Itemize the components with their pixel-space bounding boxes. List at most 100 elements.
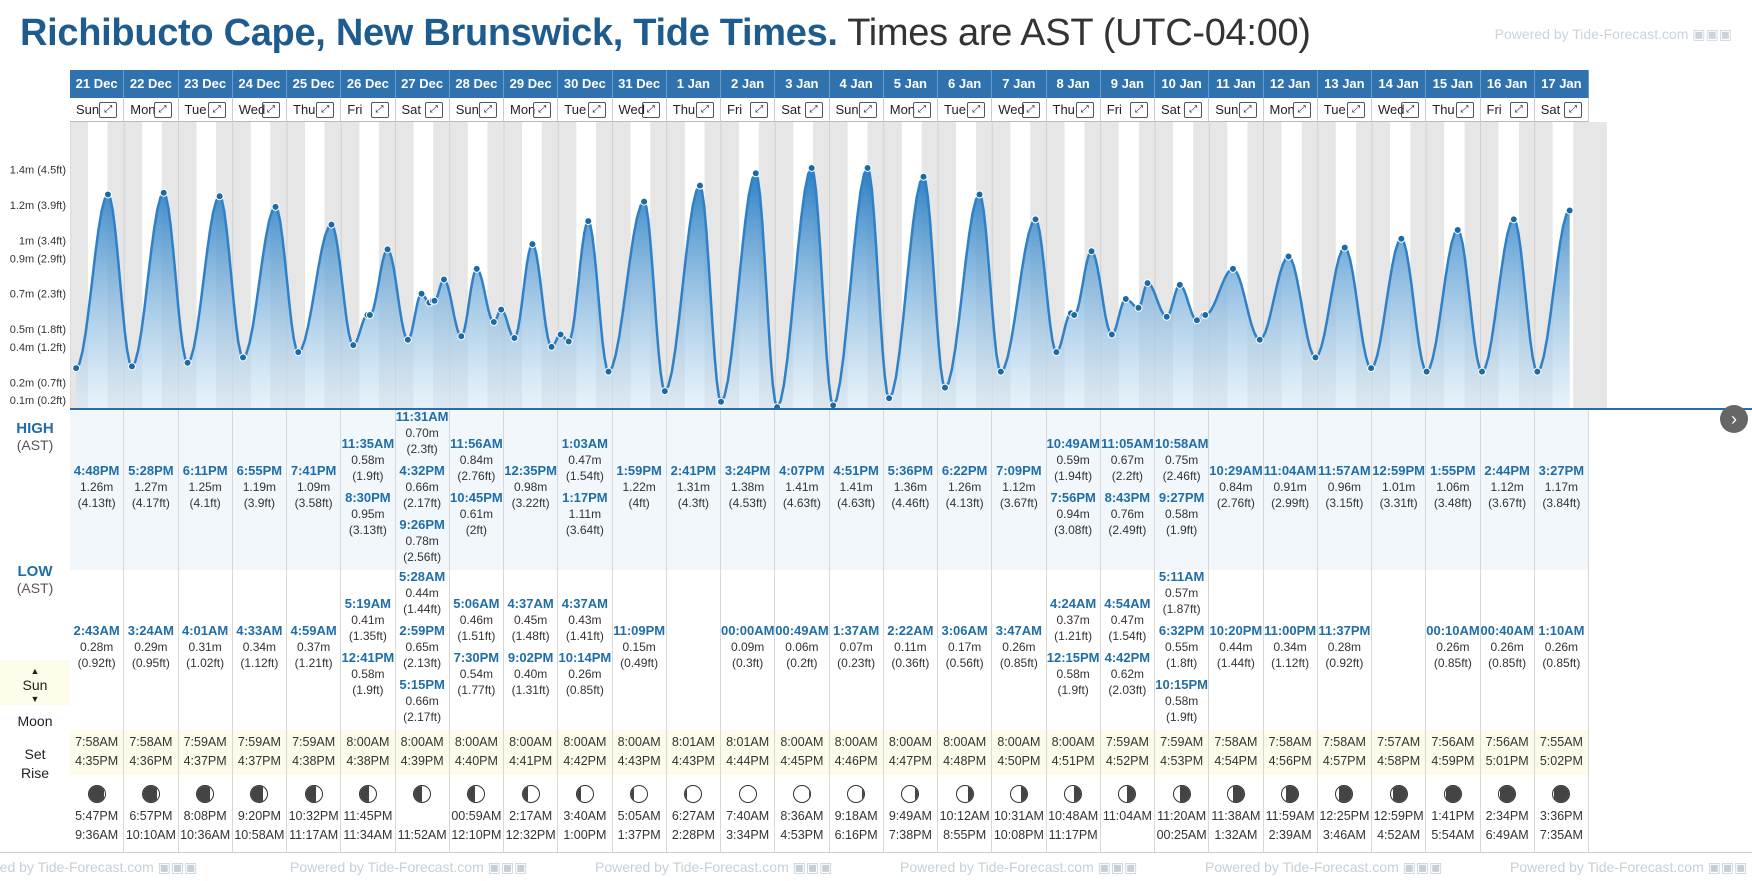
powered-by-watermark[interactable]: Powered by Tide-Forecast.com ▣▣▣ — [900, 859, 1138, 875]
tide-point[interactable] — [1228, 264, 1237, 273]
tide-point[interactable] — [417, 289, 426, 298]
tide-point[interactable] — [439, 275, 448, 284]
tide-point[interactable] — [885, 394, 894, 403]
tide-point[interactable] — [1397, 234, 1406, 243]
tide-point[interactable] — [919, 172, 928, 181]
tide-point[interactable] — [159, 188, 168, 197]
tide-point[interactable] — [457, 332, 466, 341]
tide-point[interactable] — [807, 163, 816, 172]
tide-point[interactable] — [1162, 312, 1171, 321]
expand-icon[interactable]: ⤢ — [804, 102, 823, 118]
expand-icon[interactable]: ⤢ — [967, 102, 986, 118]
tide-point[interactable] — [941, 383, 950, 392]
expand-icon[interactable]: ⤢ — [750, 102, 769, 118]
expand-icon[interactable]: ⤢ — [533, 102, 552, 118]
tide-point[interactable] — [863, 163, 872, 172]
tide-point[interactable] — [1052, 348, 1061, 357]
tide-point[interactable] — [1422, 367, 1431, 376]
tide-point[interactable] — [829, 401, 838, 410]
tide-point[interactable] — [1311, 353, 1320, 362]
tide-point[interactable] — [1107, 330, 1116, 339]
expand-icon[interactable]: ⤢ — [1401, 102, 1420, 118]
tide-point[interactable] — [183, 358, 192, 367]
expand-icon[interactable]: ⤢ — [641, 102, 660, 118]
tide-point[interactable] — [215, 192, 224, 201]
expand-icon[interactable]: ⤢ — [587, 102, 606, 118]
tide-point[interactable] — [564, 337, 573, 346]
tide-point[interactable] — [72, 364, 81, 373]
expand-icon[interactable]: ⤢ — [316, 102, 335, 118]
expand-icon[interactable]: ⤢ — [1455, 102, 1474, 118]
tide-point[interactable] — [751, 169, 760, 178]
tide-point[interactable] — [975, 190, 984, 199]
tide-point[interactable] — [695, 181, 704, 190]
tide-point[interactable] — [604, 367, 613, 376]
tide-point[interactable] — [717, 397, 725, 406]
tide-point[interactable] — [1070, 310, 1079, 319]
expand-icon[interactable]: ⤢ — [913, 102, 931, 118]
expand-icon[interactable]: ⤢ — [262, 102, 280, 118]
tide-point[interactable] — [472, 264, 481, 273]
tide-point[interactable] — [1284, 252, 1293, 261]
tide-point[interactable] — [528, 240, 537, 249]
tide-point[interactable] — [497, 305, 506, 314]
tide-point[interactable] — [1509, 215, 1518, 224]
expand-icon[interactable]: ⤢ — [207, 102, 226, 118]
expand-icon[interactable]: ⤢ — [153, 102, 172, 118]
tide-point[interactable] — [239, 353, 248, 362]
expand-icon[interactable]: ⤢ — [424, 102, 443, 118]
tide-point[interactable] — [349, 341, 358, 350]
tide-point[interactable] — [510, 334, 519, 342]
tide-point[interactable] — [1192, 316, 1201, 325]
tide-point[interactable] — [383, 245, 392, 254]
tide-point[interactable] — [640, 197, 649, 206]
powered-by-watermark[interactable]: Powered by Tide-Forecast.com ▣▣▣ — [1205, 859, 1443, 875]
tide-point[interactable] — [294, 348, 303, 357]
tide-point[interactable] — [327, 220, 336, 229]
tide-point[interactable] — [1175, 280, 1184, 289]
tide-point[interactable] — [1255, 335, 1264, 344]
tide-point[interactable] — [1143, 279, 1152, 288]
expand-icon[interactable]: ⤢ — [696, 102, 714, 118]
expand-icon[interactable]: ⤢ — [1075, 102, 1094, 118]
expand-icon[interactable]: ⤢ — [370, 102, 389, 118]
expand-icon[interactable]: ⤢ — [99, 102, 118, 118]
tide-point[interactable] — [584, 217, 593, 226]
powered-by-watermark[interactable]: Powered by Tide-Forecast.com ▣▣▣ — [290, 859, 528, 875]
tide-point[interactable] — [547, 342, 556, 351]
tide-point[interactable] — [556, 330, 565, 339]
tide-point[interactable] — [1565, 206, 1574, 215]
tide-point[interactable] — [1087, 247, 1096, 256]
expand-icon[interactable]: ⤢ — [1509, 102, 1528, 118]
powered-by-watermark[interactable]: Powered by Tide-Forecast.com ▣▣▣ — [595, 859, 833, 875]
tide-point[interactable] — [489, 318, 498, 327]
tide-point[interactable] — [1533, 367, 1542, 376]
tide-point[interactable] — [1134, 303, 1143, 312]
tide-point[interactable] — [1478, 367, 1487, 376]
tide-point[interactable] — [103, 190, 112, 199]
expand-icon[interactable]: ⤢ — [1564, 102, 1582, 118]
tide-table[interactable]: 21 Dec Sun ⤢ 22 Dec Mon ⤢ 23 Dec Tue ⤢ 24 Dec Wed ⤢… — [70, 70, 1752, 880]
tide-point[interactable] — [1031, 215, 1040, 224]
expand-icon[interactable]: ⤢ — [1184, 102, 1203, 118]
tide-point[interactable] — [430, 296, 439, 305]
tide-point[interactable] — [403, 335, 412, 344]
tide-point[interactable] — [1453, 225, 1462, 234]
expand-icon[interactable]: ⤢ — [858, 102, 877, 118]
powered-by-text[interactable]: Powered by Tide-Forecast.com — [1494, 26, 1689, 42]
tide-point[interactable] — [1121, 295, 1130, 304]
powered-by-watermark[interactable]: Powered by Tide-Forecast.com ▣▣▣ — [1510, 859, 1748, 875]
tide-point[interactable] — [660, 387, 669, 396]
expand-icon[interactable]: ⤢ — [1130, 102, 1148, 118]
expand-icon[interactable]: ⤢ — [1238, 102, 1257, 118]
expand-icon[interactable]: ⤢ — [1021, 102, 1040, 118]
tide-point[interactable] — [271, 202, 280, 211]
expand-icon[interactable]: ⤢ — [1347, 102, 1365, 118]
tide-point[interactable] — [1340, 243, 1349, 252]
scroll-right-button[interactable]: › — [1720, 405, 1748, 433]
tide-point[interactable] — [365, 310, 374, 319]
expand-icon[interactable]: ⤢ — [479, 102, 497, 118]
tide-point[interactable] — [996, 367, 1005, 376]
tide-point[interactable] — [1201, 310, 1210, 319]
tide-point[interactable] — [1367, 364, 1376, 373]
